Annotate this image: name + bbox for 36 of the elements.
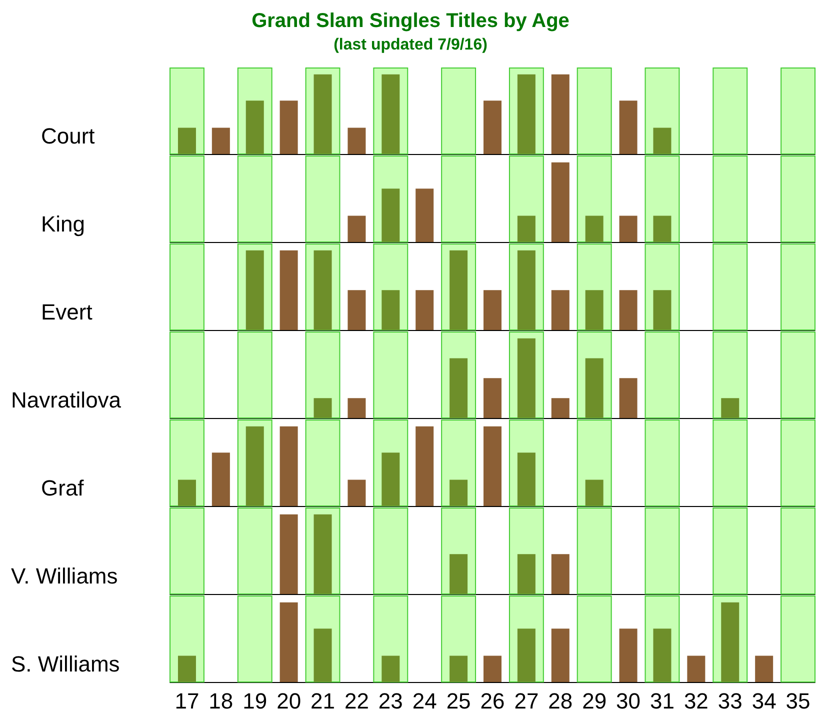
x-tick-label: 31: [650, 688, 674, 714]
y-axis-title: Navratilova: [11, 388, 122, 412]
x-tick-label: 29: [582, 688, 607, 714]
x-tick-label: 18: [208, 688, 234, 714]
y-axis-title: S. Williams: [11, 652, 120, 676]
x-tick-label: 34: [752, 688, 776, 714]
x-tick-label: 21: [310, 688, 336, 714]
chart-subtitle: (last updated 7/9/16): [334, 36, 488, 54]
bar: [450, 358, 468, 418]
bar: [585, 358, 604, 418]
bar: [314, 398, 332, 418]
bar: [721, 398, 740, 418]
x-tick-label: 33: [718, 688, 742, 714]
bar: [551, 398, 570, 418]
x-tick-label: 32: [684, 688, 708, 714]
chart-title: Grand Slam Singles Titles by Age: [252, 10, 570, 32]
x-tick-label: 22: [344, 688, 369, 714]
x-tick-label: 19: [242, 688, 268, 714]
x-tick-label: 27: [514, 688, 539, 714]
y-axis-title: V. Williams: [11, 564, 118, 588]
x-tick-label: 17: [174, 688, 200, 714]
bar: [619, 378, 638, 418]
x-tick-label: 28: [548, 688, 573, 714]
x-tick-label: 25: [446, 688, 471, 714]
y-axis-title: Graf: [41, 476, 85, 500]
y-axis-title: Court: [41, 124, 95, 148]
x-tick-label: 26: [480, 688, 505, 714]
bar: [348, 398, 366, 418]
y-axis-title: King: [41, 212, 86, 236]
x-tick-label: 23: [378, 688, 403, 714]
x-tick-label: 30: [616, 688, 641, 714]
x-tick-label: 24: [412, 688, 437, 714]
x-tick-label: 20: [276, 688, 302, 714]
bar: [484, 378, 502, 418]
y-axis-title: Evert: [41, 300, 92, 324]
x-tick-label: 35: [786, 688, 810, 714]
